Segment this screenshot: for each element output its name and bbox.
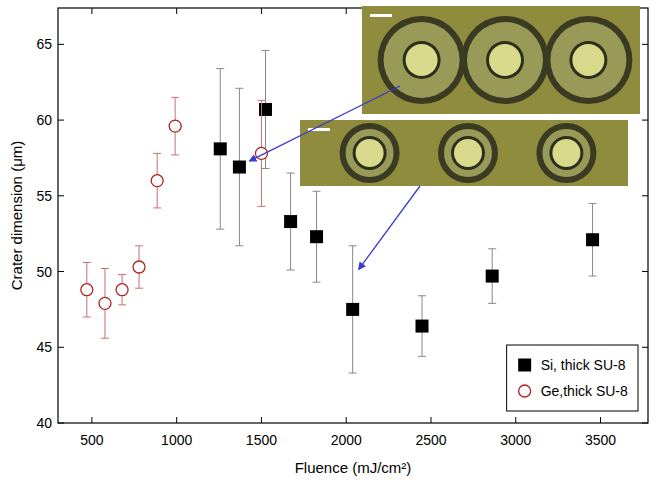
inset-background [300, 120, 628, 186]
crater-ring [346, 129, 394, 177]
series [214, 50, 599, 373]
inset-background [362, 6, 640, 114]
crater-ring [542, 129, 590, 177]
crater-edge [486, 41, 524, 79]
data-point [284, 215, 297, 228]
inset-image [300, 120, 628, 186]
x-tick-label: 1500 [246, 432, 277, 448]
y-tick-right [642, 195, 648, 196]
x-tick-label: 500 [80, 432, 104, 448]
x-tick-label: 3500 [585, 432, 616, 448]
x-tick [91, 417, 92, 423]
data-point [310, 230, 323, 243]
y-tick-right [642, 423, 648, 424]
x-tick-top [91, 8, 92, 14]
x-tick [430, 417, 431, 423]
legend-marker [518, 359, 531, 372]
x-tick-label: 1000 [161, 432, 192, 448]
legend-marker [519, 385, 531, 397]
y-tick-right [642, 44, 648, 45]
y-tick-label: 50 [36, 264, 52, 280]
data-point [116, 284, 128, 296]
crater-center [406, 44, 438, 76]
crater-ring [467, 22, 543, 98]
x-tick-label: 3000 [500, 432, 531, 448]
data-point [81, 284, 93, 296]
crater-outer [438, 123, 498, 183]
crater-edge [569, 41, 607, 79]
plot-frame [58, 8, 648, 423]
crater-ring [550, 22, 626, 98]
crater-center [356, 139, 384, 167]
x-tick-label: 2500 [415, 432, 446, 448]
crater-center [489, 44, 521, 76]
x-tick-label: 2000 [331, 432, 362, 448]
data-point [169, 120, 181, 132]
y-tick [58, 347, 64, 348]
x-tick [261, 417, 262, 423]
data-point [233, 161, 246, 174]
crater-outer [340, 123, 400, 183]
x-tick-top [346, 8, 347, 14]
crater-ring [384, 22, 460, 98]
x-tick [515, 417, 516, 423]
x-axis-title: Fluence (mJ/cm²) [295, 459, 412, 476]
y-axis-title: Crater dimension (μm) [8, 141, 25, 291]
crater-center [454, 139, 482, 167]
data-point [586, 233, 599, 246]
data-point [486, 270, 499, 283]
crater-ring [444, 129, 492, 177]
data-point [346, 303, 359, 316]
y-tick [58, 44, 64, 45]
y-tick-label: 65 [36, 36, 52, 52]
y-tick-right [642, 120, 648, 121]
crater-center [572, 44, 604, 76]
chart: 500 1000 1500 2000 2500 3000 3500 40 45 50 55 60 65 F… [0, 0, 660, 485]
crater-edge [451, 136, 485, 170]
crater-edge [549, 136, 583, 170]
x-tick [346, 417, 347, 423]
y-tick-label: 45 [36, 339, 52, 355]
legend-label: Si, thick SU-8 [541, 357, 626, 373]
crater-edge [353, 136, 387, 170]
x-tick-top [261, 8, 262, 14]
x-tick [600, 417, 601, 423]
x-tick [176, 417, 177, 423]
y-tick-label: 60 [36, 112, 52, 128]
data-point [99, 297, 111, 309]
y-tick [58, 423, 64, 424]
crater-edge [403, 41, 441, 79]
arrow [359, 186, 420, 269]
crater-outer [461, 16, 549, 104]
legend-label: Ge,thick SU-8 [541, 383, 628, 399]
y-tick-right [642, 347, 648, 348]
y-tick-label: 40 [36, 415, 52, 431]
crater-center [552, 139, 580, 167]
data-point [214, 142, 227, 155]
legend-box [507, 345, 638, 411]
x-tick-top [176, 8, 177, 14]
y-tick-right [642, 271, 648, 272]
crater-outer [544, 16, 632, 104]
y-tick [58, 195, 64, 196]
data-point [416, 320, 429, 333]
data-point [133, 261, 145, 273]
y-tick [58, 271, 64, 272]
plot-area [81, 50, 599, 373]
y-tick-label: 55 [36, 188, 52, 204]
y-tick [58, 120, 64, 121]
crater-outer [536, 123, 596, 183]
inset-image [362, 6, 640, 114]
legend: Si, thick SU-8 Ge,thick SU-8 [507, 345, 638, 411]
data-point [151, 175, 163, 187]
series [81, 97, 268, 338]
arrow [249, 86, 400, 161]
scale-bar [370, 14, 392, 17]
